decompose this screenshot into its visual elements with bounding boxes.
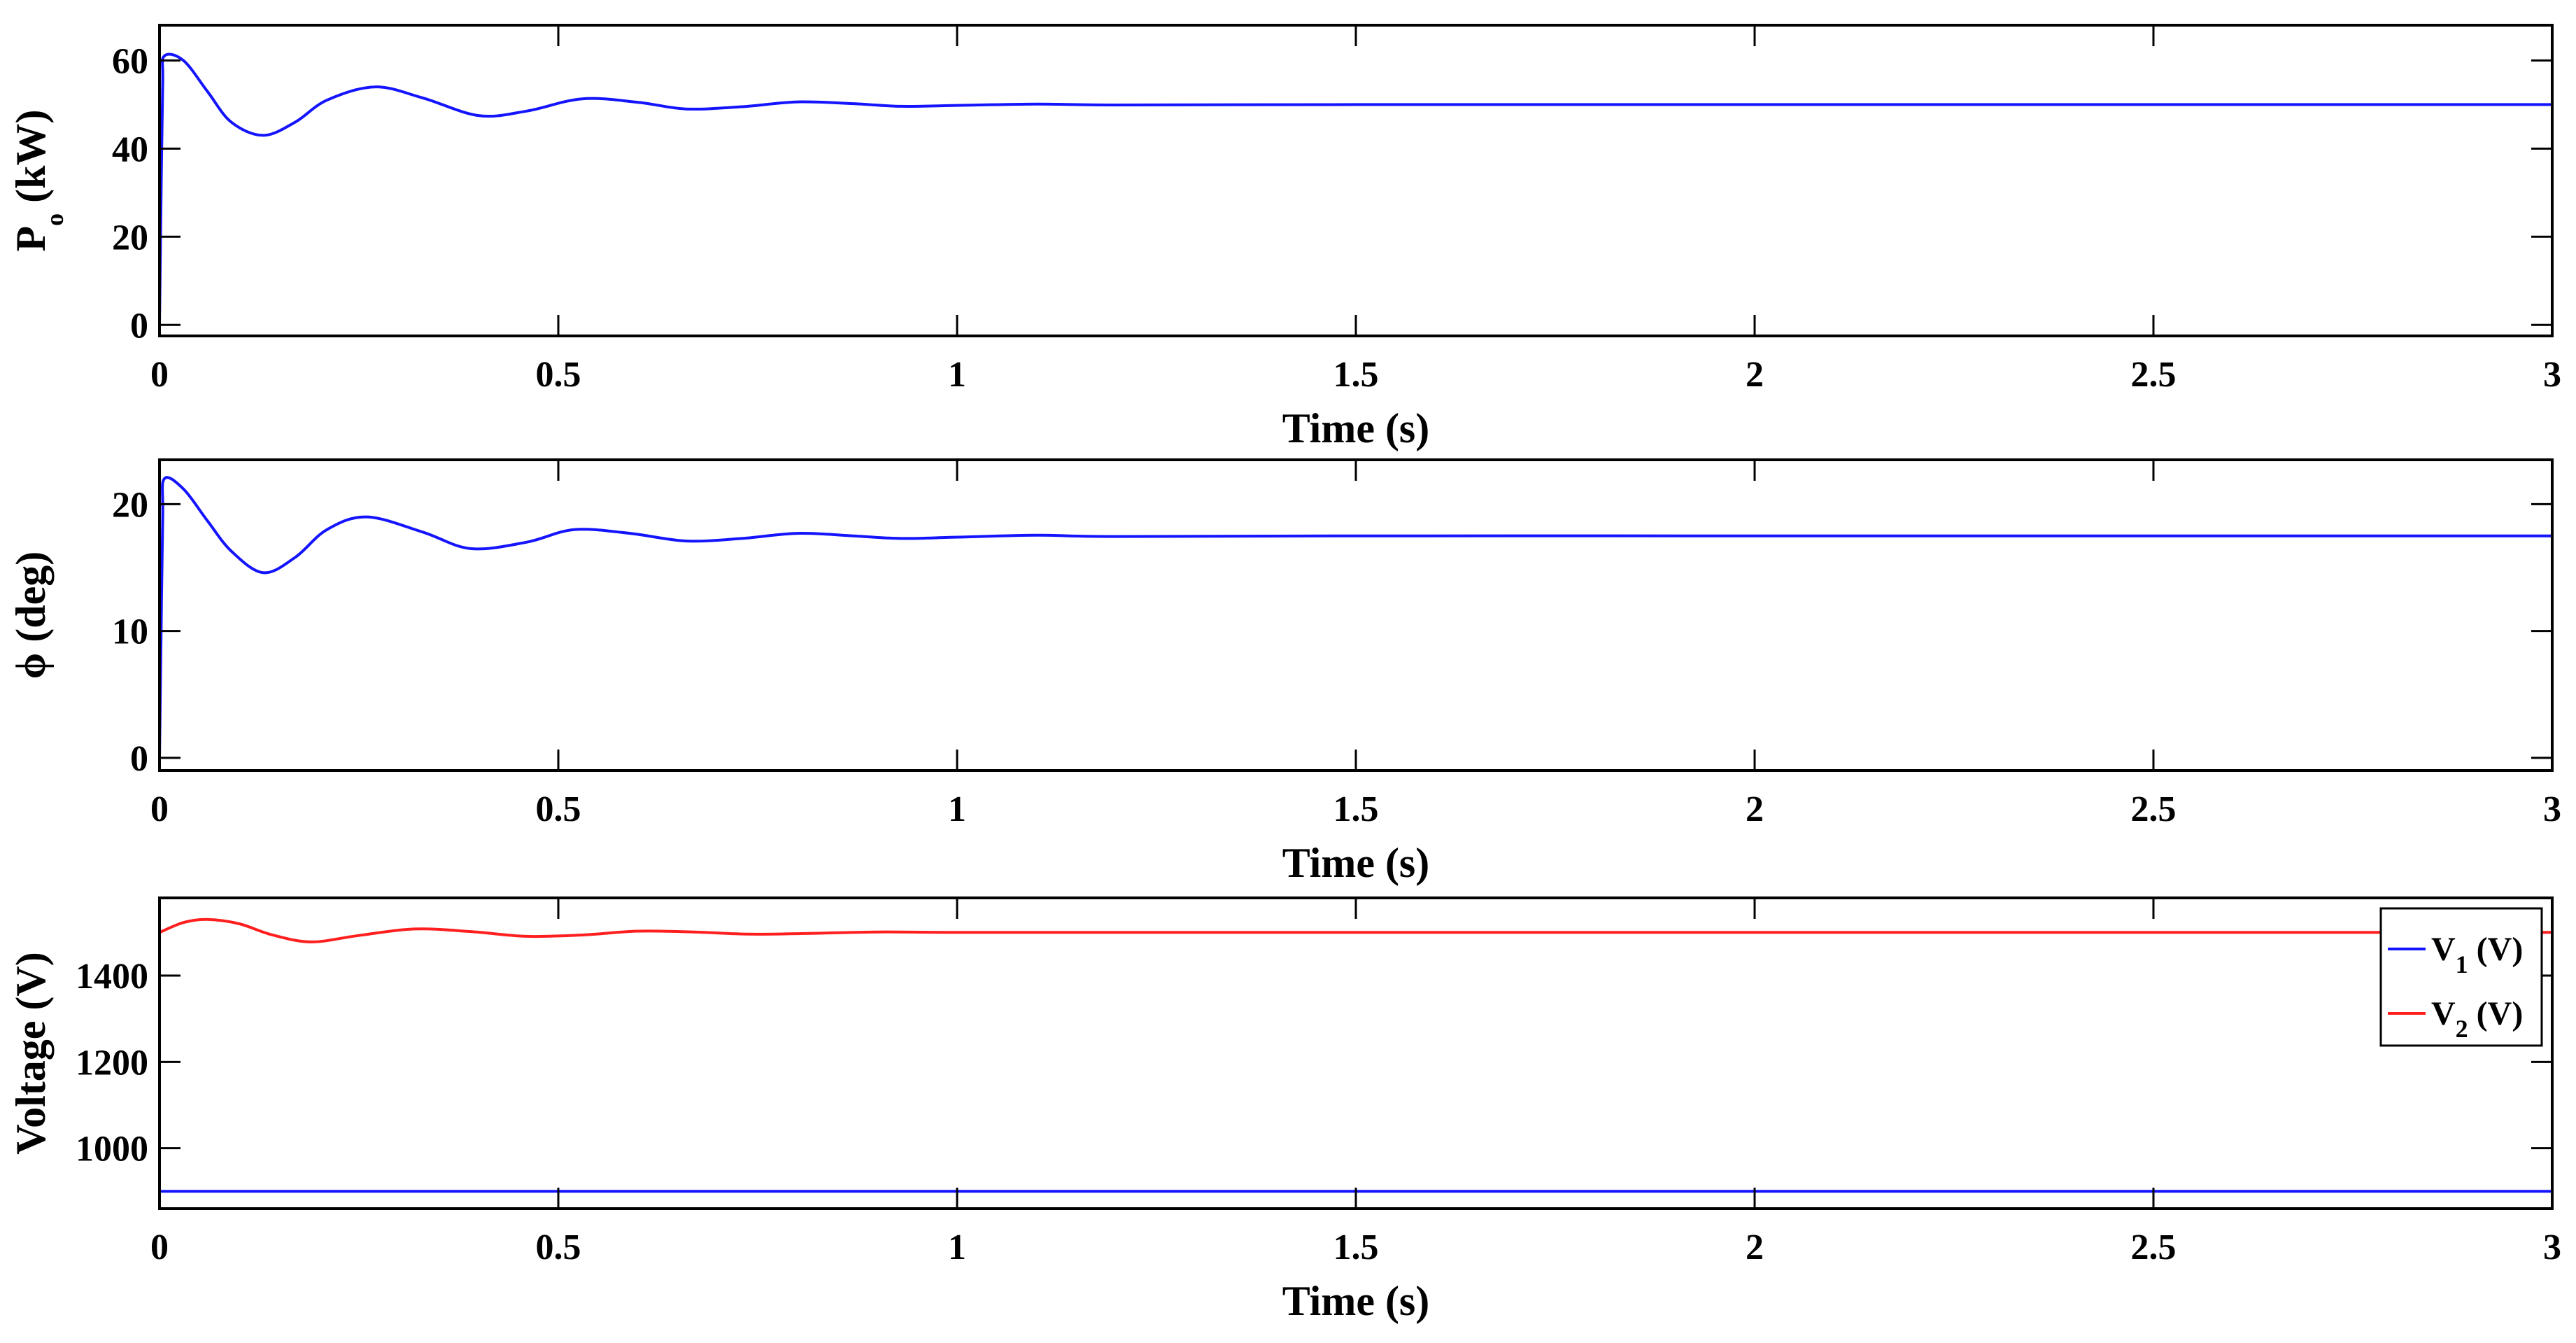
power-ytick-label: 0	[130, 306, 148, 346]
voltage-ytick-label: 1200	[76, 1043, 148, 1083]
phase-axes-frame	[158, 458, 2554, 772]
voltage-xtick-label: 3	[2543, 1228, 2561, 1267]
phase-series-line-1	[160, 476, 2552, 758]
phase-xtick-label: 1	[948, 789, 966, 829]
phase-xtick-label: 2	[1746, 789, 1764, 829]
voltage-ylabel: Voltage (V)	[8, 952, 54, 1154]
power-chart: 0 0.5 1 1.5 2 2.5 3 0 20 40 60 Time (s) Po (kW)	[8, 24, 2561, 451]
legend-label-1: V1 (V)	[2431, 931, 2523, 978]
legend-box	[2379, 907, 2543, 1047]
phase-xtick-label: 0	[150, 789, 169, 829]
phase-chart: 0 0.5 1 1.5 2 2.5 3 0 10 20 Time (s) ϕ (deg)	[8, 458, 2561, 886]
voltage-xtick-label: 2	[1746, 1228, 1764, 1267]
power-axes-frame	[158, 24, 2554, 337]
phase-ytick-label: 10	[112, 612, 148, 652]
power-xlabel: Time (s)	[1282, 405, 1430, 451]
phase-ylabel: ϕ (deg)	[8, 551, 54, 679]
voltage-legend: V1 (V) V2 (V)	[2379, 907, 2543, 1047]
phase-xtick-label: 0.5	[536, 789, 581, 829]
phase-ytick-label: 20	[112, 485, 148, 525]
power-xtick-label: 0.5	[536, 355, 581, 395]
power-ylabel: Po (kW)	[8, 110, 69, 252]
voltage-xtick-label: 2.5	[2131, 1228, 2177, 1267]
phase-ytick-label: 0	[130, 739, 148, 779]
voltage-series-line-2	[160, 917, 2552, 943]
power-xtick-label: 0	[150, 355, 169, 395]
voltage-ytick-label: 1000	[76, 1130, 148, 1169]
phase-xtick-label: 2.5	[2131, 789, 2177, 829]
voltage-chart: 0 0.5 1 1.5 2 2.5 3 1000 1200 1400 Time (s) Voltage…	[8, 896, 2561, 1324]
voltage-xtick-label: 1.5	[1333, 1228, 1379, 1267]
power-xtick-label: 2	[1746, 355, 1764, 395]
legend-label-2: V2 (V)	[2431, 995, 2523, 1043]
phase-xlabel: Time (s)	[1282, 840, 1430, 886]
voltage-xtick-label: 0	[150, 1228, 169, 1267]
power-xtick-label: 1.5	[1333, 355, 1379, 395]
voltage-ytick-label: 1400	[76, 957, 148, 997]
voltage-xtick-label: 0.5	[536, 1228, 581, 1267]
power-xtick-label: 1	[948, 355, 966, 395]
power-ytick-label: 60	[112, 41, 148, 81]
power-series-line-1	[160, 52, 2552, 325]
power-ytick-label: 40	[112, 129, 148, 169]
voltage-xtick-label: 1	[948, 1228, 966, 1267]
voltage-xlabel: Time (s)	[1282, 1278, 1430, 1324]
power-ytick-label: 20	[112, 218, 148, 258]
power-xtick-label: 2.5	[2131, 355, 2177, 395]
phase-xtick-label: 1.5	[1333, 789, 1379, 829]
phase-xtick-label: 3	[2543, 789, 2561, 829]
power-xtick-label: 3	[2543, 355, 2561, 395]
voltage-axes-frame	[158, 896, 2554, 1210]
